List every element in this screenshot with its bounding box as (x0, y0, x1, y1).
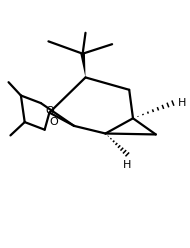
Text: O: O (49, 117, 58, 127)
Text: H: H (123, 160, 131, 170)
Text: H: H (178, 98, 187, 108)
Polygon shape (80, 53, 86, 77)
Text: O: O (46, 106, 54, 116)
